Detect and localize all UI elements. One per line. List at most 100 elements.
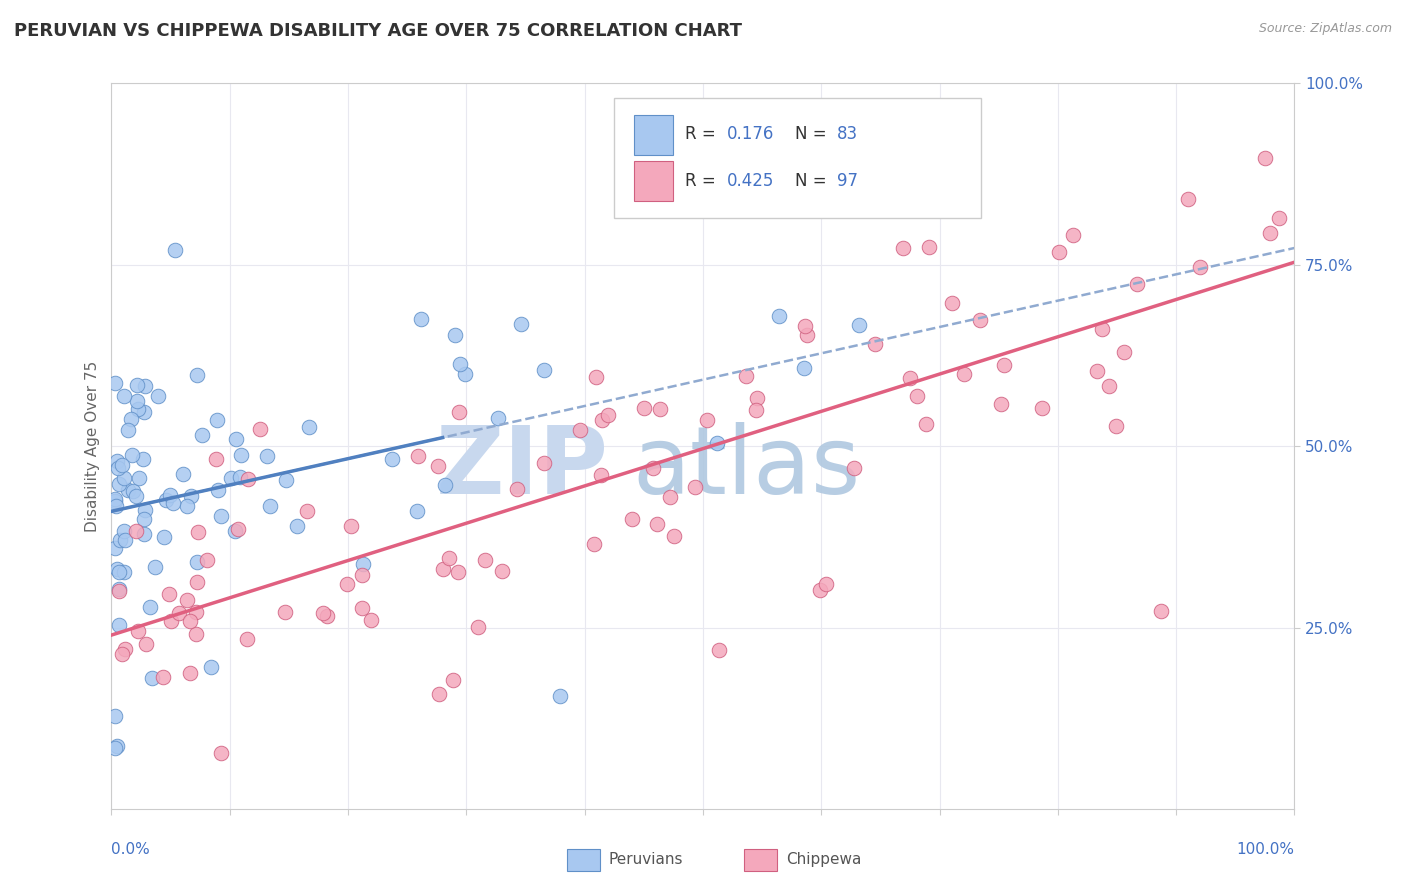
Point — [219, 471, 242, 485]
Point — [1031, 401, 1053, 415]
Point — [176, 593, 198, 607]
Point — [312, 607, 335, 621]
Point — [107, 562, 129, 576]
Point — [162, 496, 184, 510]
Point — [585, 370, 607, 384]
Point — [645, 516, 668, 531]
Point — [104, 709, 127, 723]
Point — [336, 576, 359, 591]
Point — [200, 660, 222, 674]
Point — [186, 368, 208, 383]
Point — [1126, 277, 1149, 292]
Point — [176, 500, 198, 514]
Point — [146, 389, 169, 403]
Point — [297, 420, 319, 434]
Point — [411, 312, 433, 326]
Point — [1177, 193, 1199, 207]
Point — [127, 624, 149, 639]
Point — [134, 503, 156, 517]
Point — [768, 309, 790, 323]
Point — [941, 193, 963, 207]
Point — [352, 600, 374, 615]
Point — [132, 405, 155, 419]
Point — [381, 452, 404, 467]
Point — [274, 605, 297, 619]
Point — [591, 413, 613, 427]
Bar — [567, 849, 600, 871]
Text: 0.425: 0.425 — [727, 172, 773, 190]
Point — [486, 411, 509, 425]
Point — [794, 319, 817, 334]
Point — [533, 363, 555, 377]
Point — [249, 422, 271, 436]
Point — [1258, 226, 1281, 240]
Point — [205, 413, 228, 427]
Text: Peruvians: Peruvians — [609, 852, 683, 867]
Text: R =: R = — [685, 125, 721, 144]
Point — [111, 458, 134, 473]
Point — [1062, 227, 1084, 242]
Point — [112, 471, 135, 485]
Point — [898, 371, 921, 385]
Point — [135, 637, 157, 651]
Point — [569, 423, 592, 437]
Bar — [634, 115, 673, 154]
Point — [621, 511, 644, 525]
Text: Chippewa: Chippewa — [786, 852, 860, 867]
Point — [990, 397, 1012, 411]
Point — [891, 241, 914, 255]
Point — [226, 522, 249, 536]
Point — [659, 490, 682, 504]
Point — [107, 476, 129, 491]
Point — [449, 357, 471, 371]
Point — [114, 533, 136, 548]
Point — [132, 527, 155, 541]
Point — [186, 575, 208, 590]
Point — [112, 565, 135, 579]
Point — [969, 312, 991, 326]
Point — [696, 413, 718, 427]
Point — [643, 461, 665, 475]
Bar — [744, 849, 778, 871]
Point — [224, 524, 246, 538]
Point — [121, 448, 143, 462]
Bar — [634, 161, 673, 201]
Point — [848, 318, 870, 332]
Point — [104, 492, 127, 507]
Point — [127, 378, 149, 392]
Point — [105, 739, 128, 754]
Text: N =: N = — [796, 125, 832, 144]
Point — [108, 565, 131, 579]
Point — [152, 670, 174, 684]
Text: atlas: atlas — [631, 422, 860, 514]
Point — [734, 369, 756, 384]
Text: 0.0%: 0.0% — [111, 842, 150, 856]
Point — [918, 240, 941, 254]
Point — [107, 583, 129, 598]
Point — [134, 379, 156, 393]
Point — [808, 582, 831, 597]
Point — [111, 647, 134, 661]
Point — [229, 448, 252, 462]
Point — [163, 244, 186, 258]
Point — [153, 530, 176, 544]
Point — [454, 367, 477, 381]
Point — [432, 562, 454, 576]
Text: ZIP: ZIP — [436, 422, 609, 514]
Point — [1085, 364, 1108, 378]
Point — [1254, 151, 1277, 165]
Point — [186, 555, 208, 569]
Point — [141, 672, 163, 686]
Point — [437, 551, 460, 566]
Point — [159, 488, 181, 502]
Point — [467, 620, 489, 634]
Point — [104, 740, 127, 755]
Point — [259, 499, 281, 513]
Point — [112, 524, 135, 538]
Point — [184, 627, 207, 641]
Point — [352, 557, 374, 571]
Point — [408, 449, 430, 463]
Point — [104, 493, 127, 508]
Point — [209, 746, 232, 760]
Point — [195, 552, 218, 566]
